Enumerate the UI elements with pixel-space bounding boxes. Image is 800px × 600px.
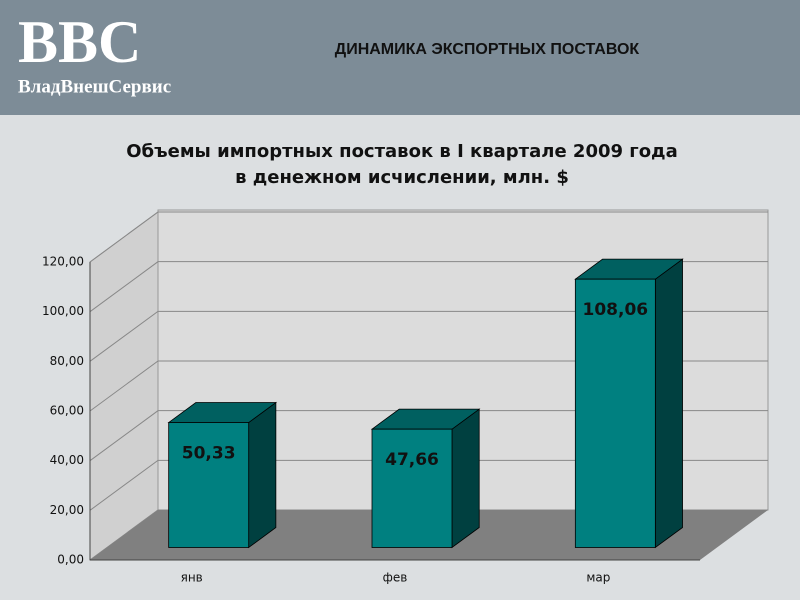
y-tick-label: 0,00 [57,553,84,567]
y-tick-label: 20,00 [50,503,84,517]
bar [168,422,250,548]
y-tick-label: 40,00 [50,453,84,467]
grid-line [89,410,768,462]
bar-side [451,408,480,549]
y-tick-label: 60,00 [50,404,84,418]
y-tick-label: 120,00 [42,255,84,269]
grid-line [89,360,768,412]
value-label: 50,33 [182,444,236,464]
bar-side [654,258,683,549]
bar [574,278,656,548]
y-tick-label: 100,00 [42,304,84,318]
x-tick-label: фев [383,571,408,585]
x-tick-label: мар [586,571,610,585]
grid-line [89,211,768,263]
bar [371,428,453,548]
value-label: 108,06 [583,300,649,320]
header-band [0,0,800,115]
logo: BBC [18,9,141,75]
bar-side [248,401,277,549]
value-label: 47,66 [385,450,439,470]
logo-subtitle: ВладВнешСервис [18,76,171,97]
chart-title: Объемы импортных поставок в I квартале 2… [126,141,678,162]
slide-title: ДИНАМИКА ЭКСПОРТНЫХ ПОСТАВОК [335,41,640,58]
x-tick-label: янв [181,571,203,585]
grid-line [89,310,768,362]
y-tick-label: 80,00 [50,354,84,368]
grid-line [89,459,768,511]
grid-line [89,261,768,313]
chart-title: в денежном исчислении, млн. $ [235,167,569,188]
